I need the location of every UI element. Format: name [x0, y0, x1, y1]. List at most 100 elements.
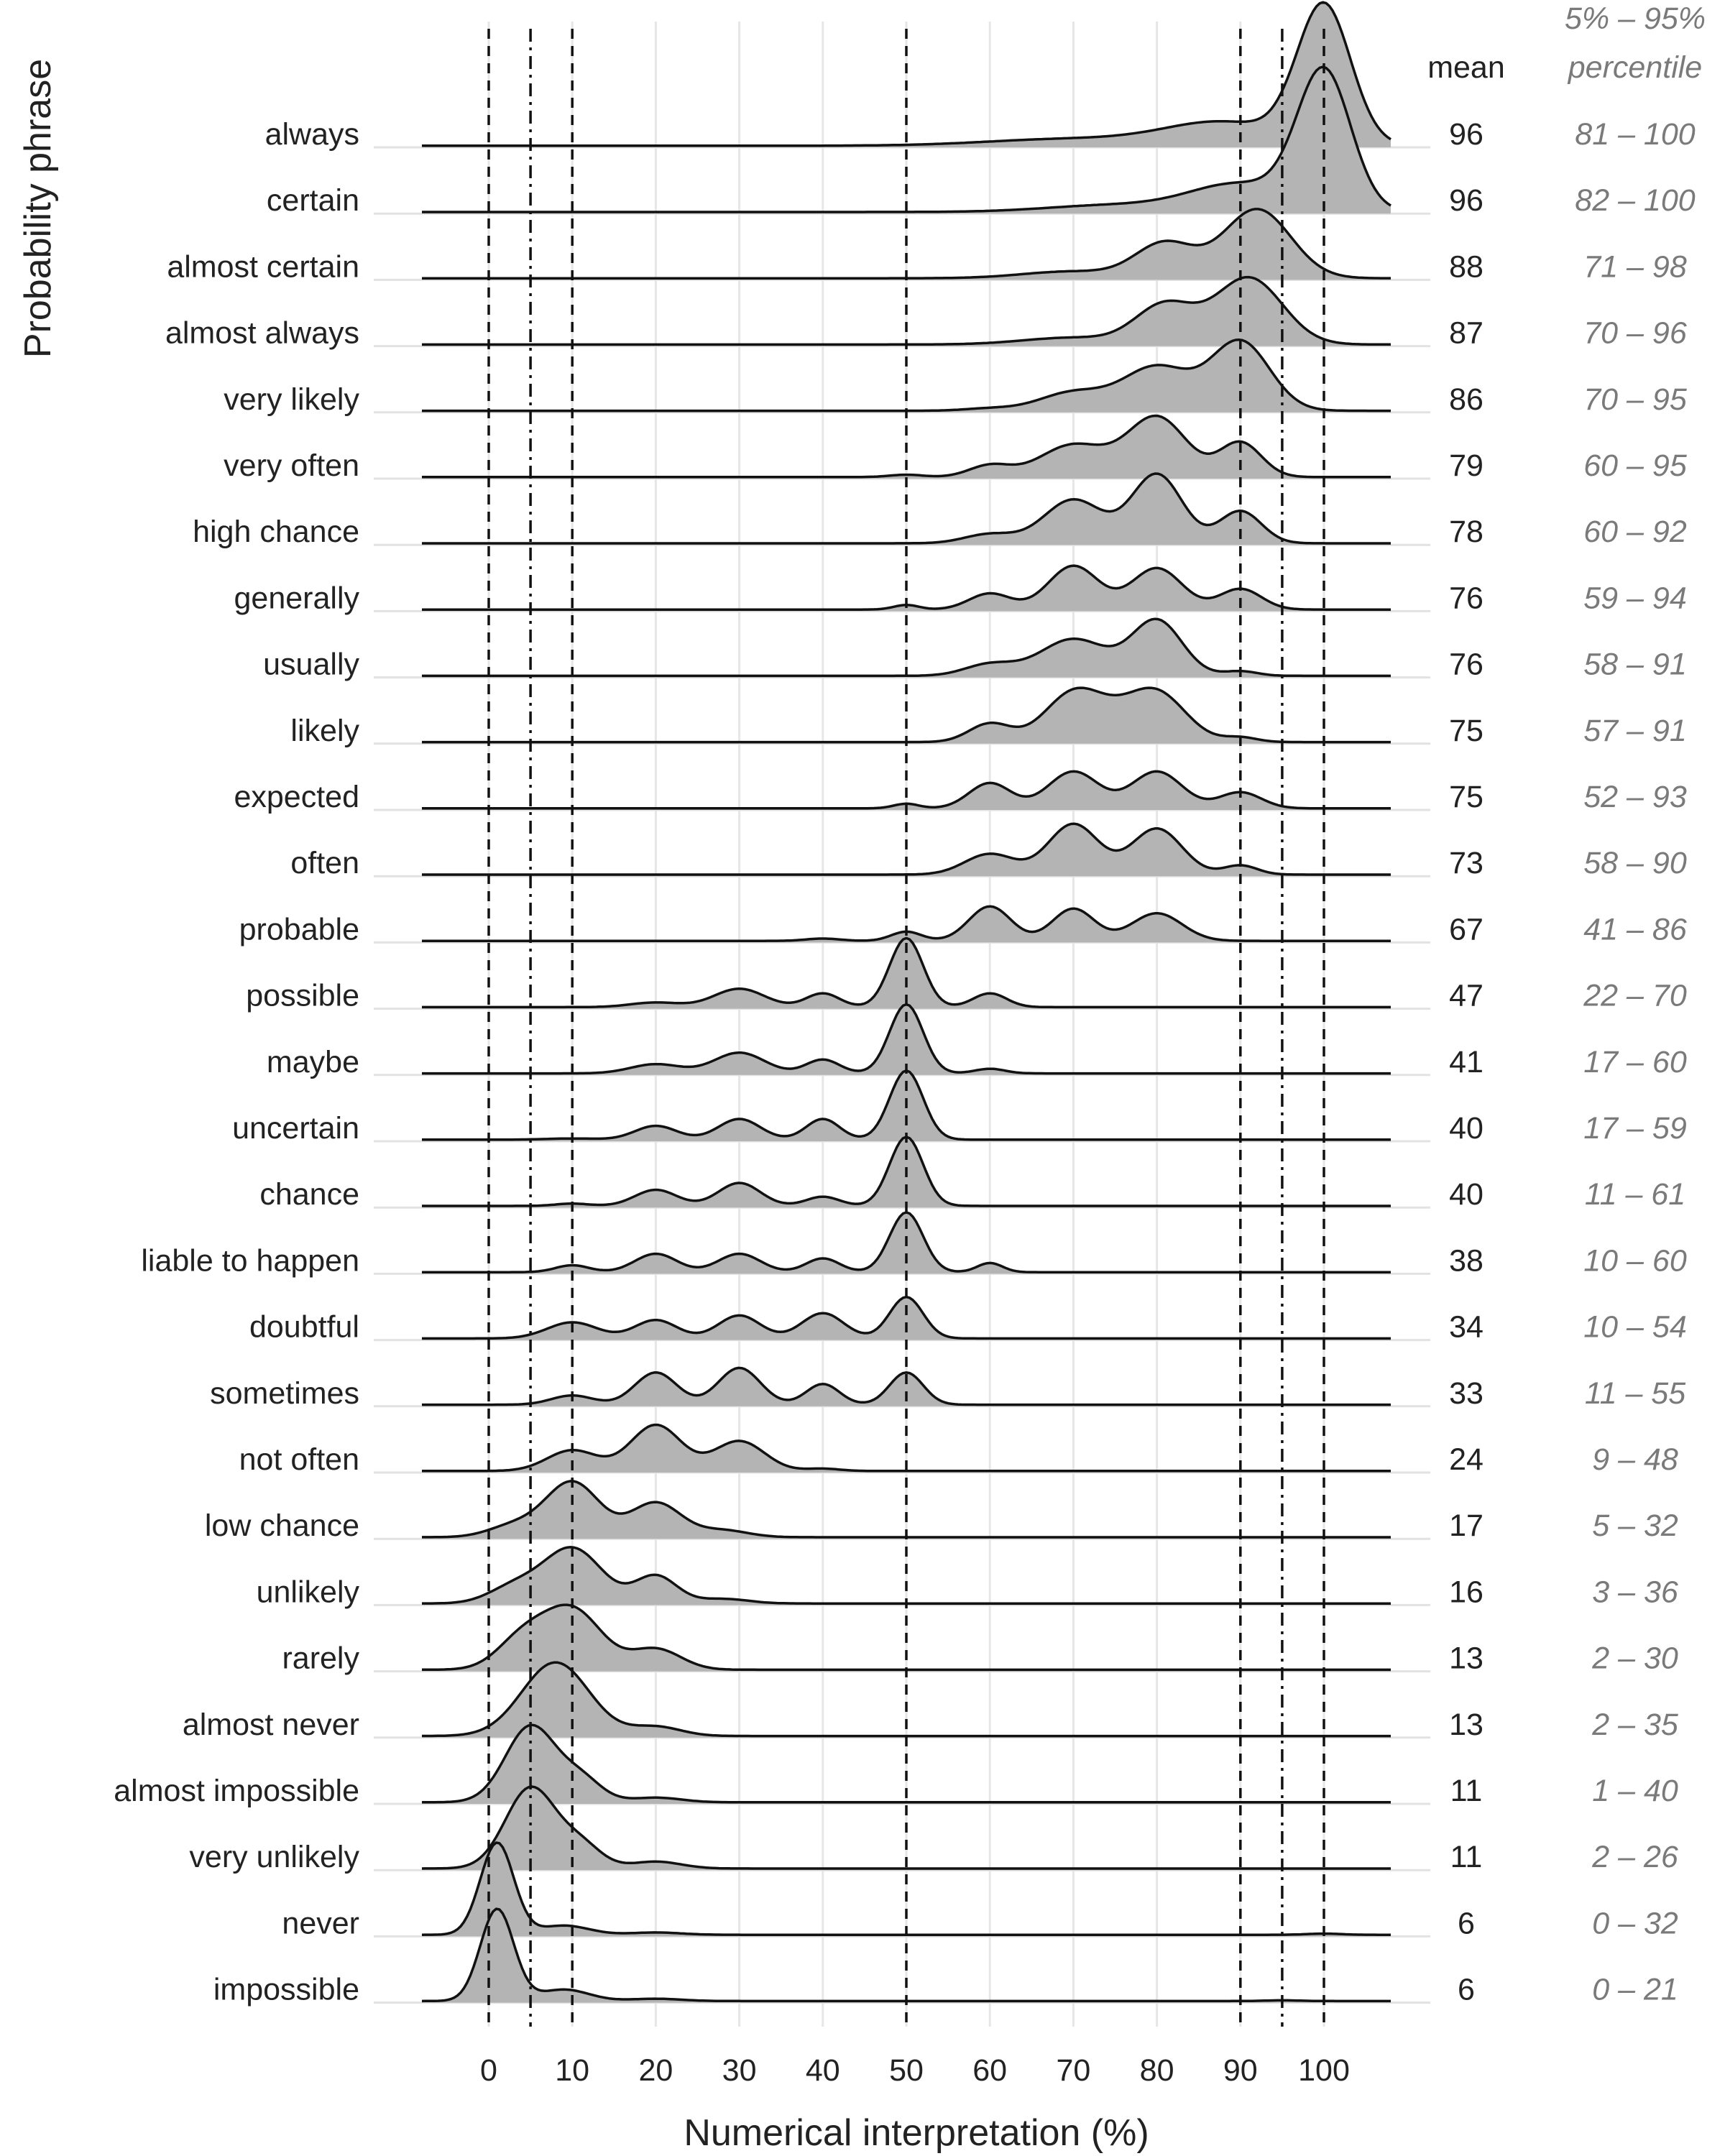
reference-lines	[487, 29, 1325, 2027]
ridge-fill-2	[422, 208, 1391, 280]
x-tick-0: 0	[480, 2053, 497, 2088]
phrase-label-15: uncertain	[232, 1111, 359, 1146]
mean-value-21: 17	[1449, 1508, 1484, 1543]
percentile-range-14: 17 – 60	[1583, 1045, 1687, 1079]
ridge-fill-8	[422, 619, 1391, 678]
mean-value-3: 87	[1449, 316, 1484, 351]
mean-value-28: 6	[1458, 1973, 1475, 2007]
mean-value-17: 38	[1449, 1243, 1484, 1278]
x-tick-80: 80	[1140, 2053, 1174, 2088]
ridge-fill-7	[422, 566, 1391, 612]
ridge-fill-13	[422, 938, 1391, 1009]
percentile-range-20: 9 – 48	[1592, 1442, 1678, 1477]
percentile-range-2: 71 – 98	[1583, 249, 1687, 284]
phrase-label-28: impossible	[213, 1973, 359, 2007]
mean-value-24: 13	[1449, 1708, 1484, 1742]
phrase-label-2: almost certain	[167, 249, 359, 284]
mean-value-20: 24	[1449, 1442, 1484, 1477]
phrase-label-5: very often	[224, 448, 359, 483]
mean-value-12: 67	[1449, 912, 1484, 946]
phrase-label-3: almost always	[165, 316, 359, 351]
x-tick-20: 20	[638, 2053, 673, 2088]
phrase-label-11: often	[290, 846, 359, 880]
mean-value-25: 11	[1450, 1774, 1483, 1808]
percentile-range-11: 58 – 90	[1583, 846, 1687, 880]
mean-value-22: 16	[1449, 1575, 1484, 1609]
ridge-line-25	[421, 1723, 1391, 1804]
mean-value-14: 41	[1449, 1045, 1484, 1079]
phrase-label-10: expected	[234, 780, 359, 814]
percentile-range-0: 81 – 100	[1575, 117, 1695, 152]
phrase-label-0: always	[265, 117, 359, 152]
x-tick-90: 90	[1223, 2053, 1258, 2088]
phrase-label-24: almost never	[183, 1708, 359, 1742]
percentile-range-8: 58 – 91	[1583, 648, 1686, 682]
ridge-fill-4	[422, 339, 1391, 413]
mean-value-6: 78	[1449, 515, 1484, 549]
phrase-label-27: never	[282, 1906, 359, 1940]
mean-column-header: mean	[1427, 50, 1505, 85]
percentile-range-10: 52 – 93	[1583, 780, 1687, 814]
percentile-range-3: 70 – 96	[1583, 316, 1687, 351]
ridge-line-1	[422, 65, 1392, 213]
mean-value-11: 73	[1449, 846, 1484, 880]
x-tick-40: 40	[806, 2053, 840, 2088]
mean-value-15: 40	[1449, 1111, 1484, 1146]
ridge-fill-26	[422, 1787, 1391, 1871]
phrase-label-22: unlikely	[257, 1575, 360, 1609]
ridge-fill-1	[422, 67, 1391, 214]
phrase-label-18: doubtful	[249, 1310, 359, 1345]
percentile-range-24: 2 – 35	[1591, 1708, 1679, 1742]
percentile-range-15: 17 – 59	[1583, 1111, 1687, 1146]
mean-value-4: 86	[1449, 382, 1484, 417]
ridge-fill-6	[422, 474, 1391, 545]
percentile-range-18: 10 – 54	[1583, 1310, 1686, 1345]
phrase-label-19: sometimes	[210, 1376, 359, 1411]
percentile-range-7: 59 – 94	[1583, 581, 1686, 615]
percentile-range-23: 2 – 30	[1591, 1641, 1678, 1676]
phrase-label-6: high chance	[193, 515, 359, 549]
phrase-label-16: chance	[259, 1177, 359, 1212]
ridge-fill-3	[422, 277, 1391, 346]
x-axis-title: Numerical interpretation (%)	[684, 2112, 1149, 2154]
percentile-range-27: 0 – 32	[1592, 1906, 1678, 1940]
x-tick-labels: 0 10 20 30 40 50 60 70 80 90 100	[480, 2053, 1350, 2088]
ridge-fill-24	[422, 1662, 1391, 1738]
x-tick-50: 50	[889, 2053, 924, 2088]
ridge-fill-19	[422, 1368, 1391, 1406]
percentile-range-28: 0 – 21	[1592, 1973, 1678, 2007]
mean-value-5: 79	[1449, 448, 1484, 483]
phrase-label-23: rarely	[282, 1641, 359, 1676]
percentile-range-17: 10 – 60	[1583, 1243, 1687, 1278]
mean-value-0: 96	[1449, 117, 1484, 152]
ridge-fill-14	[422, 1004, 1391, 1075]
mean-value-1: 96	[1449, 183, 1484, 218]
ridge-line-6	[422, 472, 1391, 545]
phrase-label-14: maybe	[267, 1045, 359, 1079]
x-tick-30: 30	[722, 2053, 757, 2088]
percentile-range-13: 22 – 70	[1583, 979, 1687, 1013]
ridge-fill-22	[422, 1547, 1391, 1606]
phrase-label-4: very likely	[224, 382, 359, 417]
ridge-fill-20	[422, 1424, 1391, 1473]
phrase-label-1: certain	[267, 183, 359, 218]
mean-value-26: 11	[1450, 1840, 1483, 1874]
ridge-line-26	[421, 1785, 1391, 1870]
ridge-line-5	[422, 414, 1391, 479]
percentile-range-12: 41 – 86	[1583, 912, 1687, 946]
mean-value-18: 34	[1449, 1310, 1484, 1345]
phrase-label-26: very unlikely	[189, 1840, 359, 1874]
y-axis-title: Probability phrase	[17, 59, 59, 358]
percentile-range-9: 57 – 91	[1583, 714, 1686, 748]
mean-value-16: 40	[1449, 1177, 1484, 1212]
percentile-range-1: 82 – 100	[1575, 183, 1695, 218]
percentile-range-21: 5 – 32	[1592, 1508, 1678, 1543]
mean-value-9: 75	[1449, 714, 1484, 748]
ridge-line-19	[422, 1366, 1391, 1406]
ridge-fill-9	[422, 688, 1391, 744]
percentile-range-26: 2 – 26	[1591, 1840, 1678, 1874]
phrase-label-20: not often	[239, 1442, 359, 1477]
ridge-fill-18	[422, 1296, 1391, 1340]
phrase-label-8: usually	[263, 648, 359, 682]
